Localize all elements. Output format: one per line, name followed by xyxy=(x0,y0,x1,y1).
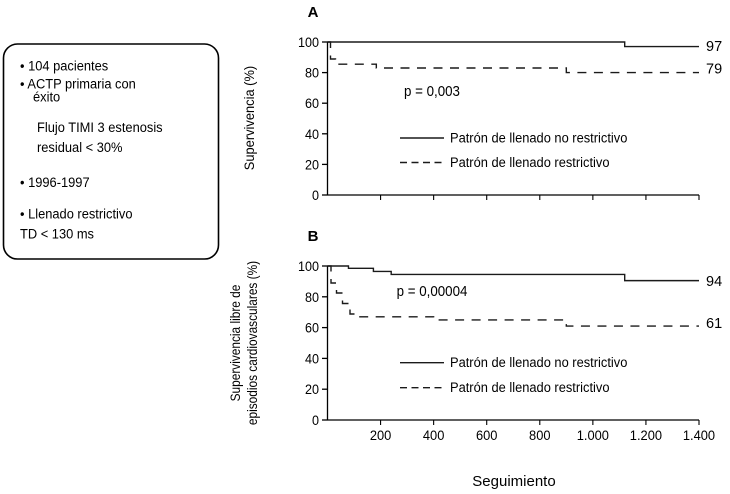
svg-text:Patrón de llenado restrictivo: Patrón de llenado restrictivo xyxy=(450,155,609,171)
svg-text:60: 60 xyxy=(305,320,319,336)
svg-text:40: 40 xyxy=(305,351,319,367)
svg-text:p = 0,00004: p = 0,00004 xyxy=(397,282,468,299)
svg-text:p = 0,003: p = 0,003 xyxy=(404,82,460,99)
svg-text:episodios cardiovasculares (%): episodios cardiovasculares (%) xyxy=(244,261,260,425)
svg-text:79: 79 xyxy=(706,62,722,78)
svg-text:Flujo TIMI 3 estenosis: Flujo TIMI 3 estenosis xyxy=(37,119,163,135)
svg-text:60: 60 xyxy=(305,96,319,112)
svg-text:B: B xyxy=(308,228,319,245)
svg-text:400: 400 xyxy=(423,428,444,444)
svg-text:0: 0 xyxy=(312,412,319,428)
svg-text:Patrón de llenado no restricti: Patrón de llenado no restrictivo xyxy=(450,355,627,371)
svg-text:100: 100 xyxy=(298,34,319,50)
svg-text:Patrón de llenado restrictivo: Patrón de llenado restrictivo xyxy=(450,380,609,396)
svg-text:1.400: 1.400 xyxy=(683,428,715,444)
svg-text:600: 600 xyxy=(476,428,497,444)
svg-text:• 1996-1997: • 1996-1997 xyxy=(20,175,90,191)
svg-text:Seguimiento: Seguimiento xyxy=(472,473,555,490)
svg-text:Patrón de llenado no restricti: Patrón de llenado no restrictivo xyxy=(450,130,627,146)
svg-text:40: 40 xyxy=(305,126,319,142)
svg-text:20: 20 xyxy=(305,157,319,173)
svg-text:TD < 130 ms: TD < 130 ms xyxy=(20,226,94,242)
svg-text:A: A xyxy=(308,4,319,21)
svg-text:éxito: éxito xyxy=(33,89,60,105)
svg-text:80: 80 xyxy=(305,289,319,305)
svg-text:residual < 30%: residual < 30% xyxy=(37,140,123,156)
svg-text:100: 100 xyxy=(298,258,319,274)
svg-text:• 104 pacientes: • 104 pacientes xyxy=(20,58,108,74)
svg-text:800: 800 xyxy=(529,428,550,444)
svg-text:94: 94 xyxy=(706,274,722,290)
svg-text:97: 97 xyxy=(706,39,722,55)
svg-text:1.000: 1.000 xyxy=(577,428,609,444)
svg-text:Supervivencia (%): Supervivencia (%) xyxy=(242,66,258,170)
svg-text:61: 61 xyxy=(706,316,722,332)
svg-text:1.200: 1.200 xyxy=(630,428,662,444)
svg-text:80: 80 xyxy=(305,65,319,81)
svg-text:• Llenado restrictivo: • Llenado restrictivo xyxy=(20,206,133,222)
svg-text:0: 0 xyxy=(312,187,319,203)
svg-text:Supervivencia libre de: Supervivencia libre de xyxy=(227,285,243,402)
svg-text:20: 20 xyxy=(305,382,319,398)
svg-text:200: 200 xyxy=(370,428,391,444)
